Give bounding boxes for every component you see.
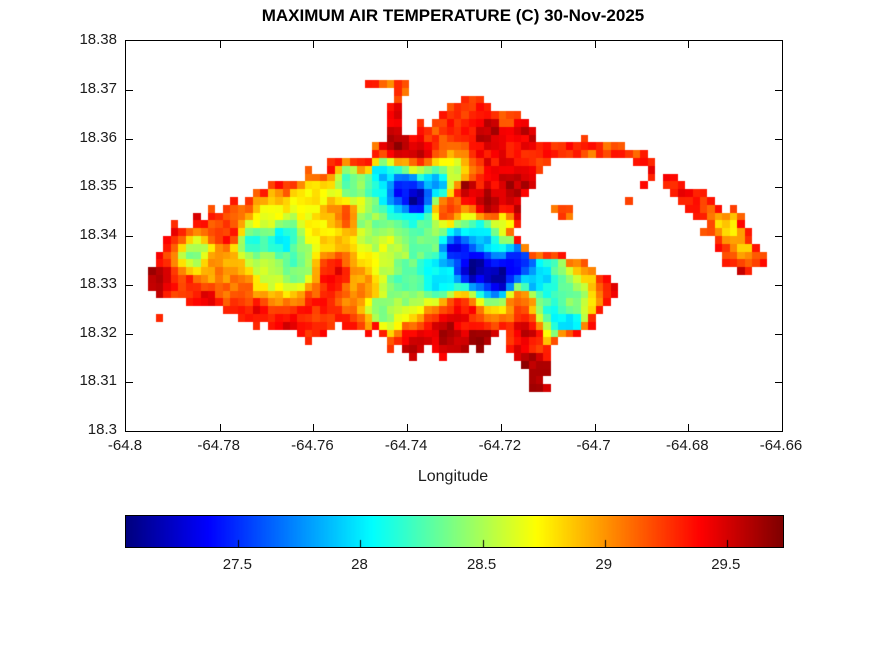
colorbar [125,515,784,548]
colorbar-tick-label: 28 [351,556,368,573]
y-tick-label: 18.36 [79,128,117,146]
x-tick-label: -64.8 [107,437,143,454]
y-tick-label: 18.35 [79,177,117,195]
y-tick-label: 18.32 [79,323,117,341]
y-tick-label: 18.38 [79,31,117,48]
colorbar-tick-label: 29.5 [711,556,741,573]
chart-title: MAXIMUM AIR TEMPERATURE (C) 30-Nov-2025 [261,6,645,25]
colorbar-tick-label: 27.5 [222,556,252,573]
x-axis-label: Longitude [417,468,489,485]
x-tick-label: -64.76 [291,437,334,454]
y-tick-label: 18.33 [79,274,117,292]
x-tick-label: -64.78 [197,437,240,454]
y-tick-label: 18.34 [79,226,117,243]
colorbar-tick-label: 29 [595,556,613,573]
x-tick-label: -64.74 [384,437,428,454]
y-tick-label: 18.31 [79,372,117,390]
x-tick-label: -64.7 [576,437,611,454]
map-plot-area [125,40,783,432]
y-tick-label: 18.3 [87,421,117,438]
x-tick-label: -64.66 [759,437,803,454]
colorbar-tick-label: 28.5 [466,556,497,573]
temperature-raster-canvas [126,41,782,431]
x-tick-label: -64.72 [478,437,522,454]
colorbar-canvas [126,516,783,547]
x-tick-label: -64.68 [666,437,709,454]
y-tick-label: 18.37 [79,79,117,97]
